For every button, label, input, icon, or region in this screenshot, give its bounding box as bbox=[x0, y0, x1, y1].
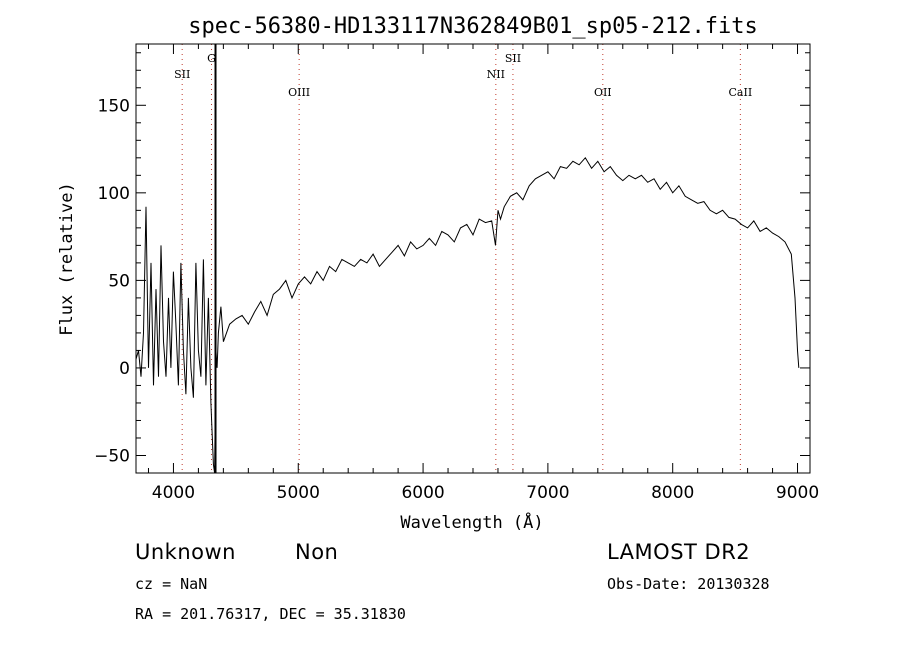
plot-axes bbox=[135, 43, 811, 474]
y-tick-label: 50 bbox=[108, 271, 130, 291]
annotation-label: OII bbox=[594, 86, 612, 99]
chart-title: spec-56380-HD133117N362849B01_sp05-212.f… bbox=[188, 14, 758, 39]
spectrum-series bbox=[135, 156, 800, 474]
y-axis-label: Flux (relative) bbox=[57, 182, 77, 336]
annotation-label: G bbox=[207, 52, 216, 65]
y-tick-label: 150 bbox=[98, 96, 130, 116]
axis-ticks: 4000 5000 6000 7000 8000 9000 −50 0 50 100 150 bbox=[94, 44, 819, 503]
x-tick-label: 4000 bbox=[152, 483, 195, 503]
x-axis-label: Wavelength (Å) bbox=[400, 511, 543, 533]
x-tick-label: 7000 bbox=[526, 483, 569, 503]
x-tick-label: 8000 bbox=[651, 483, 694, 503]
annotation-label: NII bbox=[487, 68, 505, 81]
y-tick-label: 100 bbox=[98, 184, 130, 204]
object-class: Unknown bbox=[135, 540, 236, 564]
redshift-cz: cz = NaN bbox=[135, 575, 207, 593]
x-tick-label: 6000 bbox=[401, 483, 444, 503]
object-subclass: Non bbox=[295, 540, 338, 564]
plot-frame bbox=[135, 43, 811, 474]
annotation-label: SII bbox=[174, 68, 190, 81]
y-tick-label: −50 bbox=[94, 446, 130, 466]
spectrum-line bbox=[135, 156, 800, 474]
y-tick-label: 0 bbox=[119, 359, 130, 379]
observation-date: Obs-Date: 20130328 bbox=[607, 575, 770, 593]
annotation-label: SII bbox=[505, 52, 521, 65]
x-tick-label: 5000 bbox=[277, 483, 320, 503]
coordinates: RA = 201.76317, DEC = 35.31830 bbox=[135, 605, 406, 623]
annotation-label: OIII bbox=[288, 86, 310, 99]
survey-name: LAMOST DR2 bbox=[607, 540, 750, 564]
x-tick-label: 9000 bbox=[776, 483, 819, 503]
annotation-label: CaII bbox=[729, 86, 753, 99]
